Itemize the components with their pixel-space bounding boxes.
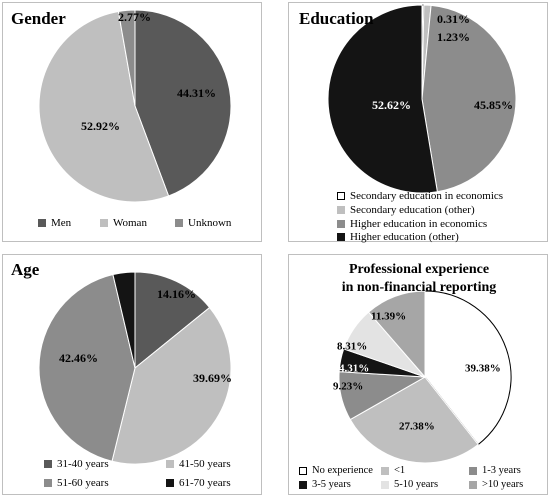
legend-label: <1 — [394, 465, 406, 476]
legend-swatch — [381, 466, 389, 475]
experience-title-line-1: Professional experience — [348, 262, 490, 277]
pie-slice-3 — [112, 271, 136, 369]
legend-item-41-50: 41-50 years — [166, 458, 231, 470]
legend-label: Higher education in economics — [350, 218, 488, 230]
data-label-2: 9.23% — [333, 381, 363, 393]
legend-label: 51-60 years — [57, 477, 109, 489]
data-label-1: 39.69% — [193, 371, 232, 385]
legend-swatch — [38, 219, 46, 227]
legend-label: No experience — [312, 465, 373, 476]
gender-title: Gender — [11, 9, 66, 28]
data-label-4: 8.31% — [337, 341, 367, 353]
legend-item-less-than-1: <1 — [381, 465, 405, 476]
legend-label: 5-10 years — [394, 479, 439, 490]
legend-item-woman: Woman — [100, 217, 147, 229]
legend-item-1-3: 1-3 years — [469, 465, 521, 476]
data-label-2: 2.77% — [118, 10, 151, 24]
data-label-0: 44.31% — [177, 86, 216, 100]
legend-swatch — [166, 479, 174, 487]
legend-swatch — [44, 460, 52, 468]
data-label-3: 4.31% — [339, 363, 369, 375]
experience-pie: 39.38% 27.38% 9.23% 4.31% 8.31% 11.39% — [333, 290, 512, 464]
pie-slice-2 — [421, 4, 517, 193]
pie-slice-1 — [111, 306, 232, 465]
legend-swatch — [337, 220, 345, 228]
pie-slice-2 — [38, 273, 136, 462]
data-label-5: 11.39% — [371, 311, 406, 323]
legend-swatch — [337, 192, 345, 200]
legend-swatch — [469, 466, 477, 475]
pie-slice-2 — [117, 9, 136, 107]
data-label-3: 52.62% — [372, 98, 411, 112]
data-label-0: 0.31% — [437, 12, 470, 26]
age-pie: 14.16% 39.69% 42.46% 3.69% — [38, 261, 232, 465]
legend-item-61-70: 61-70 years — [166, 477, 231, 489]
age-title: Age — [11, 260, 40, 279]
legend-label: 1-3 years — [482, 465, 521, 476]
data-label-1: 52.92% — [81, 119, 120, 133]
pie-slice-3 — [327, 4, 438, 194]
data-label-1: 1.23% — [437, 30, 470, 44]
legend-label: Secondary education in economics — [350, 190, 504, 202]
pie-slice-0 — [424, 290, 512, 446]
legend-label: Secondary education (other) — [350, 204, 475, 216]
education-pie: 0.31% 1.23% 45.85% 52.62% — [327, 4, 517, 194]
experience-title: Professional experience in non-financial… — [289, 261, 549, 297]
legend-swatch — [166, 460, 174, 468]
legend-item-31-40: 31-40 years — [44, 458, 109, 470]
data-label-2: 42.46% — [59, 351, 98, 365]
data-label-0: 39.38% — [465, 363, 501, 375]
legend-item-3-5: 3-5 years — [299, 479, 351, 490]
legend-label: Men — [51, 217, 72, 229]
legend-label: Unknown — [188, 217, 232, 229]
gender-pie: 44.31% 52.92% 2.77% — [38, 9, 232, 203]
legend-label: >10 years — [482, 479, 524, 490]
legend-swatch — [44, 479, 52, 487]
education-panel: 0.31% 1.23% 45.85% 52.62% Education Seconda… — [288, 2, 548, 243]
legend-item-unknown: Unknown — [175, 217, 231, 229]
data-label-1: 27.38% — [399, 421, 435, 433]
legend-item-higher-economics: Higher education in economics — [337, 218, 487, 230]
data-label-0: 14.16% — [157, 287, 196, 301]
experience-title-line-2: in non-financial reporting — [341, 280, 497, 295]
legend-item-higher-other: Higher education (other) — [337, 231, 459, 243]
pie-slice-5 — [367, 290, 426, 379]
legend-swatch — [469, 480, 477, 489]
legend-label: Woman — [113, 217, 147, 229]
legend-item-51-60: 51-60 years — [44, 477, 109, 489]
legend-label: 41-50 years — [179, 458, 231, 470]
legend-item-more-than-10: >10 years — [469, 479, 523, 490]
legend-swatch — [175, 219, 183, 227]
legend-swatch — [299, 480, 307, 489]
pie-slice-0 — [134, 9, 232, 197]
education-title: Education — [299, 9, 374, 28]
legend-swatch — [100, 219, 108, 227]
legend-item-men: Men — [38, 217, 71, 229]
legend-label: 61-70 years — [179, 477, 231, 489]
data-label-3: 3.69% — [115, 261, 148, 275]
legend-swatch — [337, 233, 345, 241]
legend-label: Higher education (other) — [350, 231, 459, 243]
legend-swatch — [299, 466, 307, 475]
pie-slice-0 — [134, 271, 211, 370]
legend-label: 31-40 years — [57, 458, 109, 470]
age-panel: 14.16% 39.69% 42.46% 3.69% Age 31-40 years … — [2, 254, 262, 495]
pie-slice-1 — [349, 376, 479, 464]
legend-item-no-experience: No experience — [299, 465, 373, 476]
legend-label: 3-5 years — [312, 479, 351, 490]
legend-item-secondary-other: Secondary education (other) — [337, 204, 475, 216]
legend-swatch — [381, 480, 389, 489]
legend-swatch — [337, 206, 345, 214]
pie-slice-1 — [38, 10, 170, 203]
legend-item-5-10: 5-10 years — [381, 479, 438, 490]
gender-panel: 44.31% 52.92% 2.77% Gender Men Woman Unkno… — [2, 2, 262, 242]
legend-item-secondary-economics: Secondary education in economics — [337, 190, 503, 202]
data-label-2: 45.85% — [474, 98, 513, 112]
experience-panel: 39.38% 27.38% 9.23% 4.31% 8.31% 11.39% Profes… — [288, 254, 548, 495]
